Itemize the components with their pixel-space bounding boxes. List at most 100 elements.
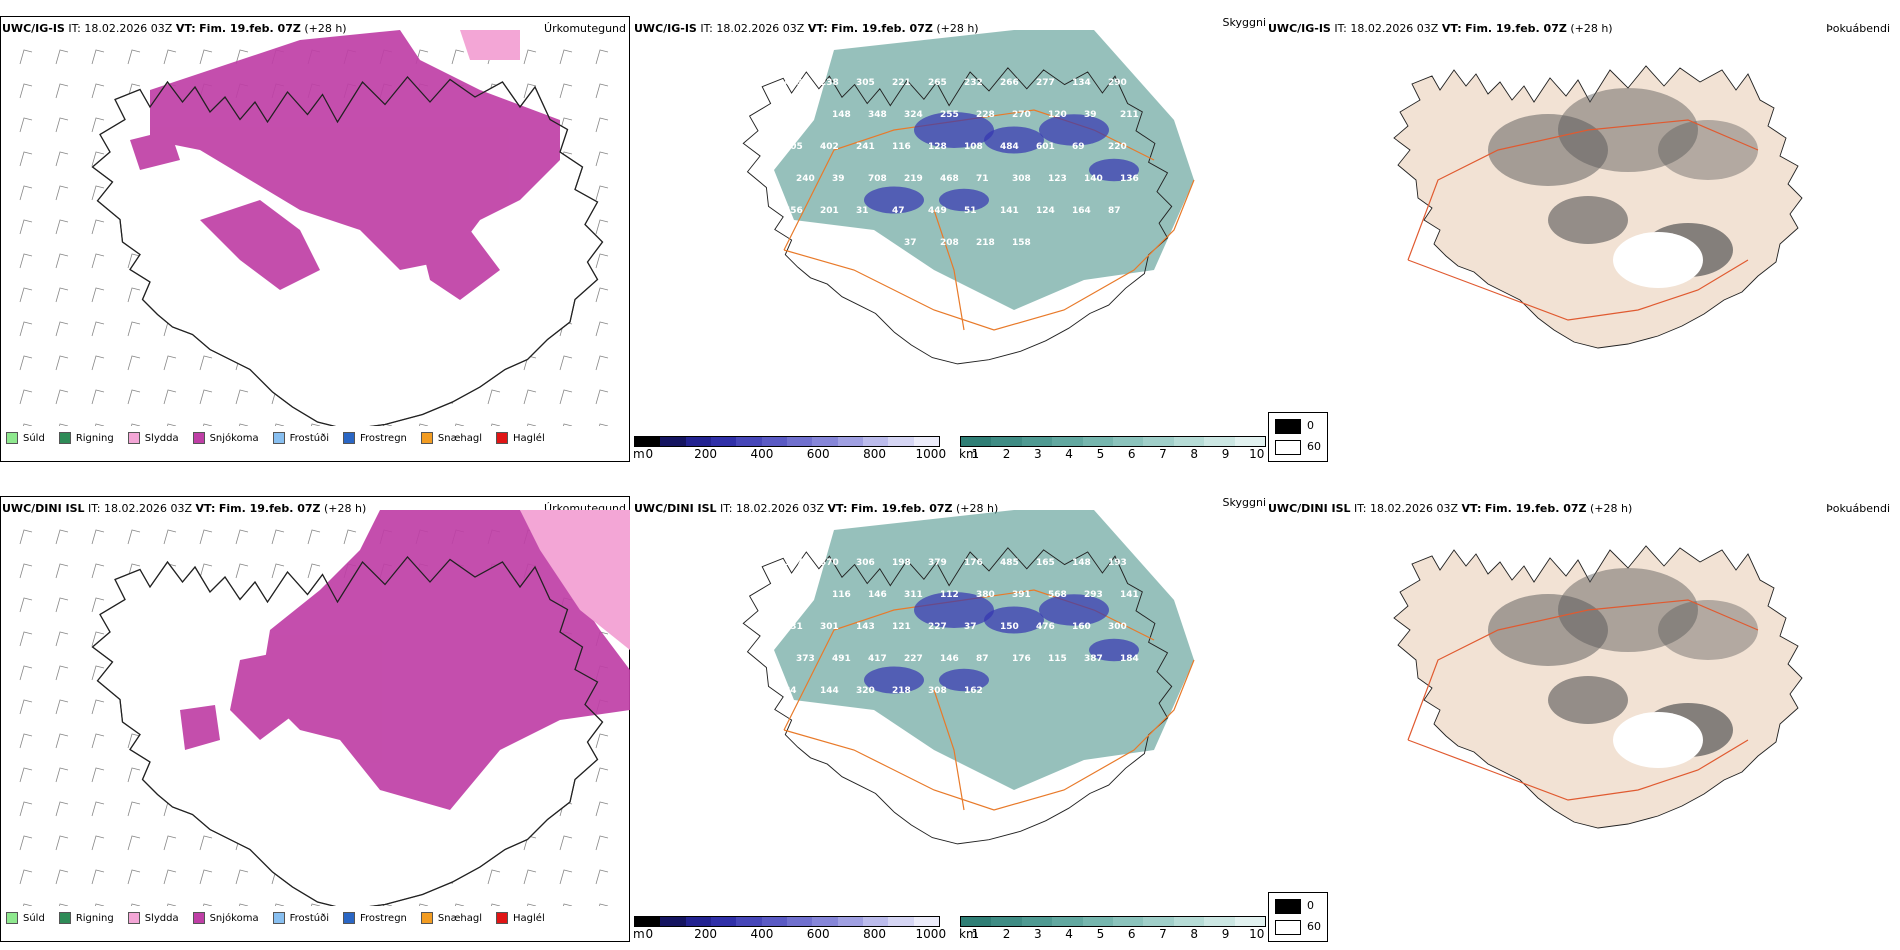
wind-barb <box>199 835 213 851</box>
wind-barb <box>235 563 249 579</box>
cloud-base-label: 165 <box>1036 558 1055 568</box>
road-network <box>1407 119 1759 321</box>
wind-barb <box>343 529 357 545</box>
glacier-white <box>1613 232 1703 288</box>
wind-barb <box>595 869 609 885</box>
legend-label: Snjókoma <box>209 912 259 924</box>
legend-swatch <box>496 432 509 444</box>
cloud-base-patch <box>939 668 989 692</box>
cloud-base-label: 240 <box>796 174 815 184</box>
cloud-base-label: 144 <box>820 686 839 696</box>
wind-barb <box>271 529 285 545</box>
cloud-base-patch <box>1089 158 1139 182</box>
visibility-colorbar: km 1 2 3 4 5 6 7 8 9 10 <box>959 436 1266 461</box>
cloud-base-label: 208 <box>940 238 959 248</box>
cloud-base-label: 601 <box>1036 142 1055 152</box>
colorbar-tick-label: 400 <box>750 447 774 461</box>
wind-barb <box>19 767 33 783</box>
fog-legend-high: 0 <box>1307 419 1314 432</box>
colorbar-tick-label: 600 <box>806 927 830 941</box>
vt-value: Fim. 19.feb. 07Z <box>850 502 953 515</box>
colorbar-cell <box>736 437 762 446</box>
legend-swatch <box>496 912 509 924</box>
colorbar-cell <box>1143 437 1174 446</box>
cloud-base-label: 150 <box>1000 622 1019 632</box>
legend-item: Frostúði <box>272 432 329 444</box>
colorbar-cells <box>960 436 1266 447</box>
cloud-base-label: 198 <box>892 558 911 568</box>
wind-barb <box>199 529 213 545</box>
colorbar-cell <box>786 437 813 446</box>
cloud-base-label: 160 <box>1072 622 1091 632</box>
legend-swatch <box>6 912 18 924</box>
wind-barb <box>275 423 285 426</box>
legend-swatch <box>192 912 205 924</box>
colorbar-cell <box>761 437 787 446</box>
colorbar-cell <box>888 437 914 446</box>
wind-barb <box>59 423 69 426</box>
legend-label: Frostúði <box>289 432 329 444</box>
snow-area <box>130 30 560 300</box>
colorbar-cell <box>812 917 838 926</box>
wind-barb <box>19 835 33 851</box>
cloud-base-label: 143 <box>856 622 875 632</box>
it-label: IT: <box>700 22 713 35</box>
wind-barb <box>523 83 537 99</box>
wind-barb <box>199 49 213 65</box>
colorbar-tick-label: 3 <box>1034 447 1042 461</box>
wind-barb <box>595 355 609 371</box>
vt-label: VT: <box>195 502 216 515</box>
wind-barb <box>19 665 33 681</box>
cloud-base-label: 380 <box>976 590 995 600</box>
wind-barb <box>127 801 141 817</box>
cloud-base-label: 84 <box>784 686 797 696</box>
fog-indicator-map <box>1393 545 1803 829</box>
panel-title: UWC/DINI ISL IT: 18.02.2026 03Z VT: Fim.… <box>1268 502 1632 515</box>
colorbar-cell <box>660 917 686 926</box>
legend-swatch <box>343 432 355 444</box>
wind-barb <box>91 631 105 647</box>
colorbar-cell <box>837 437 863 446</box>
wind-barb <box>91 835 105 851</box>
cloud-base-label: 266 <box>1000 78 1019 88</box>
wind-barb <box>91 699 105 715</box>
cloud-base-label: 218 <box>976 238 995 248</box>
cloud-base-label: 227 <box>928 622 947 632</box>
wind-barb <box>523 49 537 65</box>
road <box>1407 599 1759 741</box>
legend-swatch <box>192 432 205 444</box>
cloud-base-label: 379 <box>928 558 947 568</box>
cloud-base-label: 121 <box>892 622 911 632</box>
wind-barb <box>127 253 141 269</box>
cloud-base-label: 87 <box>976 654 989 664</box>
fog-legend-swatch-high <box>1275 419 1301 434</box>
wind-barb <box>199 355 213 371</box>
cloud-base-label: 300 <box>1108 622 1127 632</box>
wind-barb <box>19 219 33 235</box>
cloud-base-label: 238 <box>820 78 839 88</box>
cloud-base-label: 116 <box>832 590 851 600</box>
variable-name: Þokuábendi <box>1826 502 1890 515</box>
wind-barb <box>311 903 321 906</box>
wind-barb <box>19 151 33 167</box>
colorbar-cell <box>961 917 992 926</box>
wind-barb <box>127 733 141 749</box>
legend-item: Súld <box>6 432 45 444</box>
cloud-base-label: 134 <box>1072 78 1091 88</box>
colorbar-tick-label: 800 <box>863 927 886 941</box>
lead-time: (+28 h) <box>936 22 979 35</box>
wind-barb <box>91 185 105 201</box>
wind-barb <box>451 49 465 65</box>
cloud-base-label: 320 <box>856 686 875 696</box>
cloud-base-label: 39 <box>1084 110 1097 120</box>
cloud-base-label: 307 <box>784 558 803 568</box>
cloud-base-label: 87 <box>1108 206 1121 216</box>
cloud-base-label: 417 <box>868 654 887 664</box>
wind-barb <box>91 597 105 613</box>
fog-indicator-panel: UWC/IG-IS IT: 18.02.2026 03Z VT: Fim. 19… <box>1268 0 1900 470</box>
wind-barb <box>19 321 33 337</box>
wind-barb <box>419 423 429 426</box>
colorbar-cell <box>1143 917 1174 926</box>
colorbar-cell <box>1113 437 1144 446</box>
cloud-base-label: 39 <box>832 174 845 184</box>
